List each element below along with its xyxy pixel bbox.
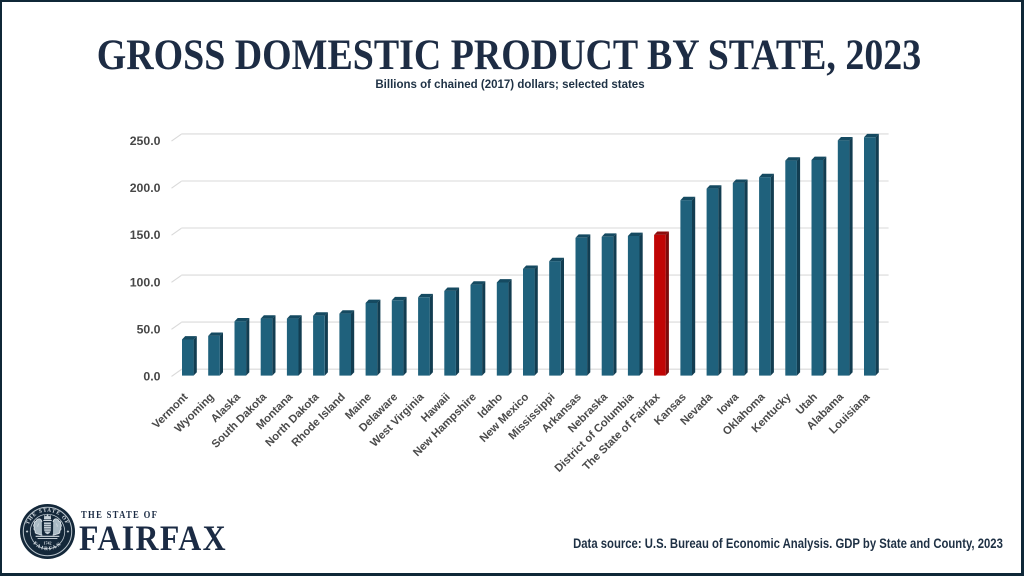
svg-text:200.0: 200.0	[130, 181, 161, 195]
svg-text:1742: 1742	[43, 541, 51, 546]
svg-text:150.0: 150.0	[130, 228, 161, 242]
svg-text:100.0: 100.0	[130, 275, 161, 289]
svg-text:0.0: 0.0	[143, 369, 160, 383]
svg-text:FAIRFAX: FAIRFAX	[32, 541, 64, 553]
svg-text:250.0: 250.0	[130, 134, 161, 148]
svg-text:50.0: 50.0	[137, 322, 161, 336]
